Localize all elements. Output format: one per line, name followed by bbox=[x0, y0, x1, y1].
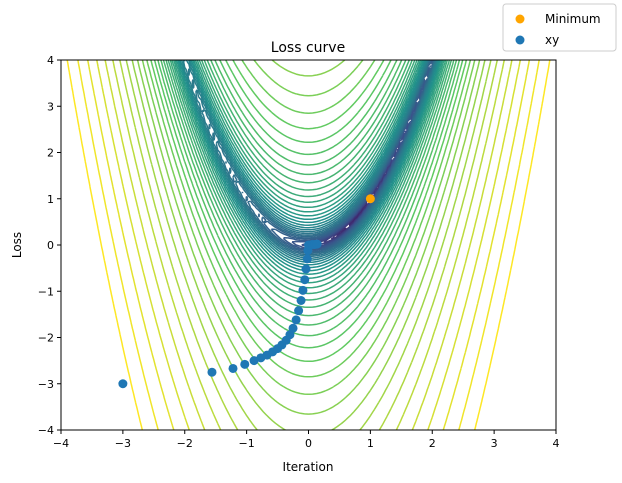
contour-line bbox=[182, 60, 438, 261]
contour-line bbox=[77, 60, 540, 430]
x-axis-ticks: −4 −3 −2 −1 0 1 2 3 4 bbox=[53, 430, 560, 450]
y-tick-label: 1 bbox=[47, 193, 54, 206]
contour-line bbox=[141, 60, 476, 396]
x-tick-label: 2 bbox=[429, 437, 436, 450]
xy-point bbox=[298, 285, 308, 295]
x-tick-label: −3 bbox=[115, 437, 131, 450]
x-tick-label: −1 bbox=[239, 437, 255, 450]
y-tick-label: −3 bbox=[38, 378, 54, 391]
contour-line bbox=[179, 60, 440, 266]
contour-line bbox=[178, 60, 441, 269]
contour-line bbox=[180, 60, 439, 264]
contour-line bbox=[153, 60, 464, 349]
y-axis-label: Loss bbox=[10, 232, 24, 258]
xy-point bbox=[249, 356, 259, 366]
contour-line bbox=[66, 60, 551, 430]
data-points bbox=[118, 194, 375, 389]
y-tick-label: 3 bbox=[47, 100, 54, 113]
legend-box bbox=[502, 3, 617, 52]
x-tick-label: 0 bbox=[305, 437, 312, 450]
y-tick-label: −2 bbox=[38, 332, 54, 345]
x-axis-label: Iteration bbox=[283, 460, 334, 474]
y-tick-label: 2 bbox=[47, 147, 54, 160]
xy-point bbox=[118, 379, 128, 389]
contour-line bbox=[167, 60, 451, 301]
legend-label: Minimum bbox=[545, 12, 601, 26]
x-tick-label: 4 bbox=[553, 437, 560, 450]
xy-point bbox=[294, 306, 304, 316]
minimum-point bbox=[365, 194, 375, 204]
contour-line bbox=[177, 60, 442, 272]
xy-point bbox=[291, 315, 301, 325]
y-tick-label: 4 bbox=[47, 54, 54, 67]
y-tick-label: 0 bbox=[47, 239, 54, 252]
legend: Minimum xy bbox=[502, 3, 617, 52]
xy-point bbox=[300, 275, 310, 285]
xy-point bbox=[207, 367, 217, 377]
contour-line bbox=[146, 60, 472, 378]
x-tick-label: −4 bbox=[53, 437, 69, 450]
y-axis-ticks: −4 −3 −2 −1 0 1 2 3 4 bbox=[38, 54, 61, 437]
contour-line bbox=[150, 60, 468, 363]
legend-marker bbox=[515, 14, 525, 24]
contour-line bbox=[112, 60, 506, 430]
xy-point bbox=[301, 264, 311, 274]
xy-point bbox=[228, 363, 238, 373]
x-tick-label: −2 bbox=[177, 437, 193, 450]
xy-point bbox=[296, 296, 306, 305]
contour-line bbox=[175, 60, 443, 275]
contour-line bbox=[171, 60, 447, 289]
chart-title: Loss curve bbox=[271, 40, 345, 56]
contour-line bbox=[183, 60, 438, 259]
x-tick-label: 3 bbox=[491, 437, 498, 450]
contour-line bbox=[157, 60, 461, 337]
contour-line bbox=[136, 60, 481, 415]
xy-point bbox=[312, 239, 322, 249]
contour-line bbox=[96, 60, 522, 430]
contour-line bbox=[104, 60, 513, 430]
y-tick-label: −4 bbox=[38, 424, 54, 437]
contour-line bbox=[169, 60, 449, 295]
xy-point bbox=[302, 254, 312, 264]
xy-point bbox=[240, 359, 250, 369]
contour-line bbox=[131, 60, 486, 430]
contour-line bbox=[165, 60, 453, 309]
contour-line bbox=[86, 60, 531, 430]
contour-line bbox=[119, 60, 499, 430]
contour-line bbox=[174, 60, 444, 279]
contour-background bbox=[66, 60, 551, 430]
contour-line bbox=[125, 60, 492, 430]
legend-label: xy bbox=[545, 33, 559, 47]
x-tick-label: 1 bbox=[367, 437, 374, 450]
contour-line bbox=[162, 60, 455, 317]
xy-point bbox=[288, 323, 298, 333]
y-tick-label: −1 bbox=[38, 285, 54, 298]
legend-marker bbox=[515, 35, 525, 45]
